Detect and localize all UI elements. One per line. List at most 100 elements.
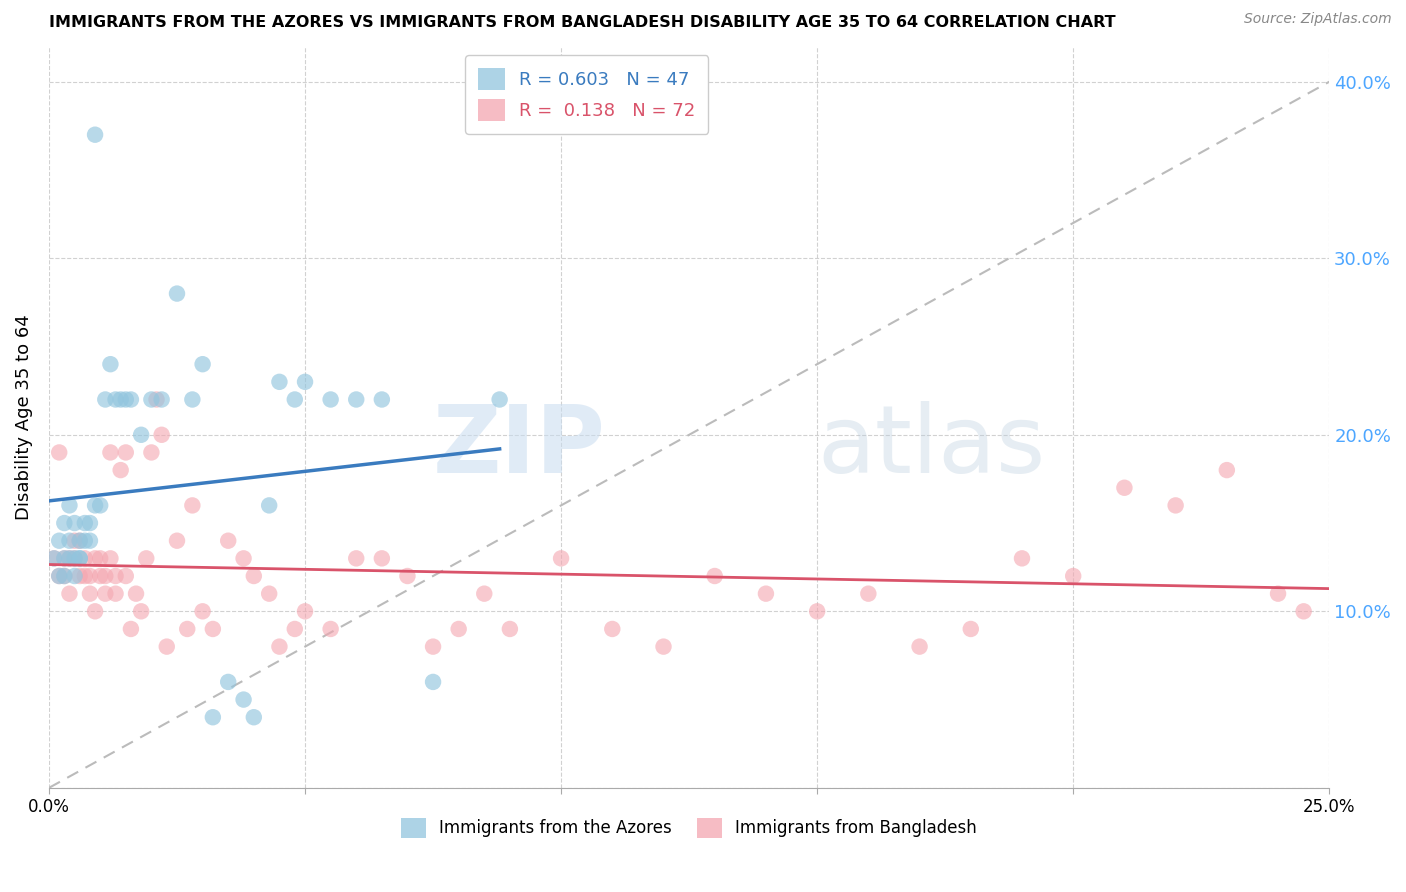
Point — [858, 587, 880, 601]
Point — [58, 551, 80, 566]
Point — [63, 533, 86, 548]
Point — [129, 604, 152, 618]
Point — [1062, 569, 1084, 583]
Text: Source: ZipAtlas.com: Source: ZipAtlas.com — [1244, 12, 1392, 26]
Point — [217, 533, 239, 548]
Point — [422, 640, 444, 654]
Point — [1011, 551, 1033, 566]
Point — [53, 551, 76, 566]
Point — [53, 569, 76, 583]
Point — [73, 516, 96, 530]
Point — [150, 427, 173, 442]
Point — [422, 674, 444, 689]
Point — [1164, 499, 1187, 513]
Point — [84, 551, 107, 566]
Point — [53, 516, 76, 530]
Point — [447, 622, 470, 636]
Point — [141, 392, 163, 407]
Point — [100, 357, 122, 371]
Point — [181, 392, 204, 407]
Point — [232, 551, 254, 566]
Point — [58, 533, 80, 548]
Point — [232, 692, 254, 706]
Point — [69, 569, 91, 583]
Point — [371, 392, 394, 407]
Point — [191, 357, 214, 371]
Point — [600, 622, 623, 636]
Point — [201, 710, 224, 724]
Point — [89, 499, 111, 513]
Point — [58, 551, 80, 566]
Point — [217, 674, 239, 689]
Point — [84, 499, 107, 513]
Point — [53, 551, 76, 566]
Point — [201, 622, 224, 636]
Point — [141, 445, 163, 459]
Point — [135, 551, 157, 566]
Point — [703, 569, 725, 583]
Point — [284, 392, 307, 407]
Text: ZIP: ZIP — [433, 401, 606, 492]
Point — [79, 569, 101, 583]
Point — [89, 551, 111, 566]
Point — [63, 551, 86, 566]
Text: IMMIGRANTS FROM THE AZORES VS IMMIGRANTS FROM BANGLADESH DISABILITY AGE 35 TO 64: IMMIGRANTS FROM THE AZORES VS IMMIGRANTS… — [49, 15, 1115, 30]
Point — [257, 587, 280, 601]
Point — [243, 710, 266, 724]
Point — [166, 286, 188, 301]
Point — [472, 587, 495, 601]
Point — [104, 569, 127, 583]
Point — [53, 569, 76, 583]
Point — [48, 533, 70, 548]
Point — [294, 375, 316, 389]
Point — [79, 516, 101, 530]
Point — [73, 569, 96, 583]
Point — [166, 533, 188, 548]
Point — [125, 587, 148, 601]
Point — [181, 499, 204, 513]
Point — [344, 392, 367, 407]
Point — [79, 533, 101, 548]
Point — [114, 569, 136, 583]
Point — [1114, 481, 1136, 495]
Point — [63, 551, 86, 566]
Point — [110, 392, 132, 407]
Point — [344, 551, 367, 566]
Point — [89, 569, 111, 583]
Point — [908, 640, 931, 654]
Point — [94, 587, 117, 601]
Point — [48, 569, 70, 583]
Point — [58, 587, 80, 601]
Point — [294, 604, 316, 618]
Point — [120, 622, 142, 636]
Point — [243, 569, 266, 583]
Point — [269, 375, 291, 389]
Point — [806, 604, 828, 618]
Point — [79, 587, 101, 601]
Y-axis label: Disability Age 35 to 64: Disability Age 35 to 64 — [15, 314, 32, 520]
Point — [284, 622, 307, 636]
Point — [959, 622, 981, 636]
Point — [114, 392, 136, 407]
Point — [150, 392, 173, 407]
Point — [69, 551, 91, 566]
Text: atlas: atlas — [817, 401, 1046, 492]
Point — [84, 604, 107, 618]
Point — [63, 569, 86, 583]
Point — [100, 445, 122, 459]
Point — [371, 551, 394, 566]
Point — [48, 569, 70, 583]
Point — [269, 640, 291, 654]
Point — [73, 533, 96, 548]
Point — [550, 551, 572, 566]
Point — [42, 551, 65, 566]
Point — [396, 569, 419, 583]
Legend: Immigrants from the Azores, Immigrants from Bangladesh: Immigrants from the Azores, Immigrants f… — [392, 809, 986, 847]
Point — [1216, 463, 1239, 477]
Point — [120, 392, 142, 407]
Point — [104, 392, 127, 407]
Point — [58, 499, 80, 513]
Point — [488, 392, 510, 407]
Point — [156, 640, 179, 654]
Point — [48, 445, 70, 459]
